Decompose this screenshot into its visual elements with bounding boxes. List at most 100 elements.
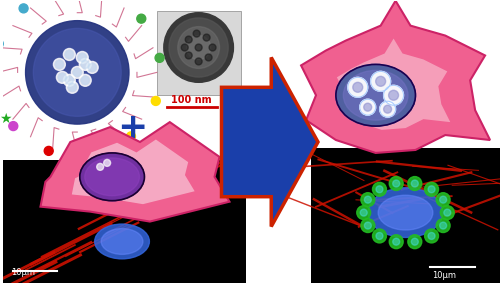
Circle shape	[372, 229, 386, 243]
Circle shape	[86, 61, 98, 73]
Circle shape	[193, 30, 200, 37]
Circle shape	[444, 209, 451, 216]
Circle shape	[372, 182, 386, 196]
Text: 10μm: 10μm	[10, 268, 34, 277]
Circle shape	[34, 28, 121, 116]
Circle shape	[104, 159, 110, 166]
Circle shape	[364, 222, 372, 229]
Circle shape	[364, 103, 372, 111]
Circle shape	[66, 51, 74, 59]
Circle shape	[360, 99, 376, 115]
Circle shape	[185, 52, 192, 59]
Circle shape	[82, 60, 89, 68]
Circle shape	[126, 132, 136, 141]
Circle shape	[436, 219, 450, 233]
Circle shape	[380, 101, 396, 117]
Circle shape	[74, 68, 82, 76]
FancyBboxPatch shape	[157, 11, 242, 95]
FancyBboxPatch shape	[2, 160, 246, 283]
Circle shape	[364, 196, 372, 203]
Circle shape	[178, 27, 220, 68]
Circle shape	[195, 58, 202, 65]
Ellipse shape	[94, 224, 150, 259]
Circle shape	[376, 233, 383, 239]
Circle shape	[56, 60, 64, 68]
Ellipse shape	[101, 229, 143, 254]
Circle shape	[80, 59, 91, 70]
Circle shape	[185, 36, 192, 43]
Polygon shape	[301, 1, 490, 153]
Circle shape	[88, 150, 96, 159]
Circle shape	[181, 44, 188, 51]
Circle shape	[408, 235, 422, 249]
Circle shape	[440, 196, 446, 203]
Circle shape	[390, 177, 403, 191]
Circle shape	[412, 238, 418, 245]
Circle shape	[384, 105, 392, 113]
Circle shape	[137, 14, 146, 23]
Circle shape	[68, 83, 76, 91]
Text: 100 nm: 100 nm	[172, 95, 212, 105]
Circle shape	[440, 222, 446, 229]
Circle shape	[76, 51, 88, 63]
Circle shape	[66, 76, 74, 84]
Circle shape	[424, 229, 438, 243]
Circle shape	[9, 122, 18, 131]
Circle shape	[360, 209, 367, 216]
Polygon shape	[222, 57, 318, 227]
Ellipse shape	[336, 64, 415, 126]
Circle shape	[424, 182, 438, 196]
Ellipse shape	[80, 153, 144, 201]
Text: 10μm: 10μm	[432, 271, 456, 280]
Circle shape	[428, 186, 435, 193]
Circle shape	[155, 53, 164, 62]
Circle shape	[392, 180, 400, 187]
Circle shape	[72, 66, 84, 78]
Text: +: +	[117, 111, 147, 145]
Circle shape	[440, 206, 454, 220]
Circle shape	[408, 177, 422, 191]
Circle shape	[66, 81, 78, 93]
Circle shape	[64, 74, 76, 86]
Circle shape	[436, 193, 450, 207]
Text: ★: ★	[0, 112, 12, 126]
Circle shape	[390, 235, 403, 249]
Circle shape	[353, 82, 362, 92]
Circle shape	[357, 206, 370, 220]
Circle shape	[205, 54, 212, 61]
Circle shape	[19, 4, 28, 13]
Circle shape	[96, 163, 103, 170]
Circle shape	[26, 21, 129, 124]
Circle shape	[152, 97, 160, 105]
Circle shape	[58, 73, 66, 81]
Circle shape	[209, 44, 216, 51]
Circle shape	[203, 34, 210, 41]
Circle shape	[54, 59, 66, 70]
Circle shape	[164, 13, 234, 82]
FancyBboxPatch shape	[311, 148, 500, 283]
Circle shape	[388, 90, 398, 100]
Circle shape	[186, 35, 211, 60]
Circle shape	[78, 53, 86, 61]
Circle shape	[64, 49, 76, 60]
Circle shape	[56, 71, 68, 83]
Polygon shape	[40, 122, 230, 222]
Circle shape	[348, 77, 368, 97]
Circle shape	[169, 18, 228, 77]
Circle shape	[384, 85, 404, 105]
Ellipse shape	[368, 188, 443, 237]
Circle shape	[195, 44, 202, 51]
Circle shape	[370, 71, 390, 91]
Circle shape	[376, 186, 383, 193]
Circle shape	[44, 147, 53, 155]
Ellipse shape	[378, 195, 433, 230]
Circle shape	[392, 238, 400, 245]
Circle shape	[361, 193, 375, 207]
Circle shape	[361, 219, 375, 233]
Circle shape	[428, 233, 435, 239]
Circle shape	[82, 76, 89, 84]
Ellipse shape	[84, 158, 140, 196]
Circle shape	[0, 39, 4, 48]
Circle shape	[80, 74, 91, 86]
Polygon shape	[337, 39, 450, 130]
